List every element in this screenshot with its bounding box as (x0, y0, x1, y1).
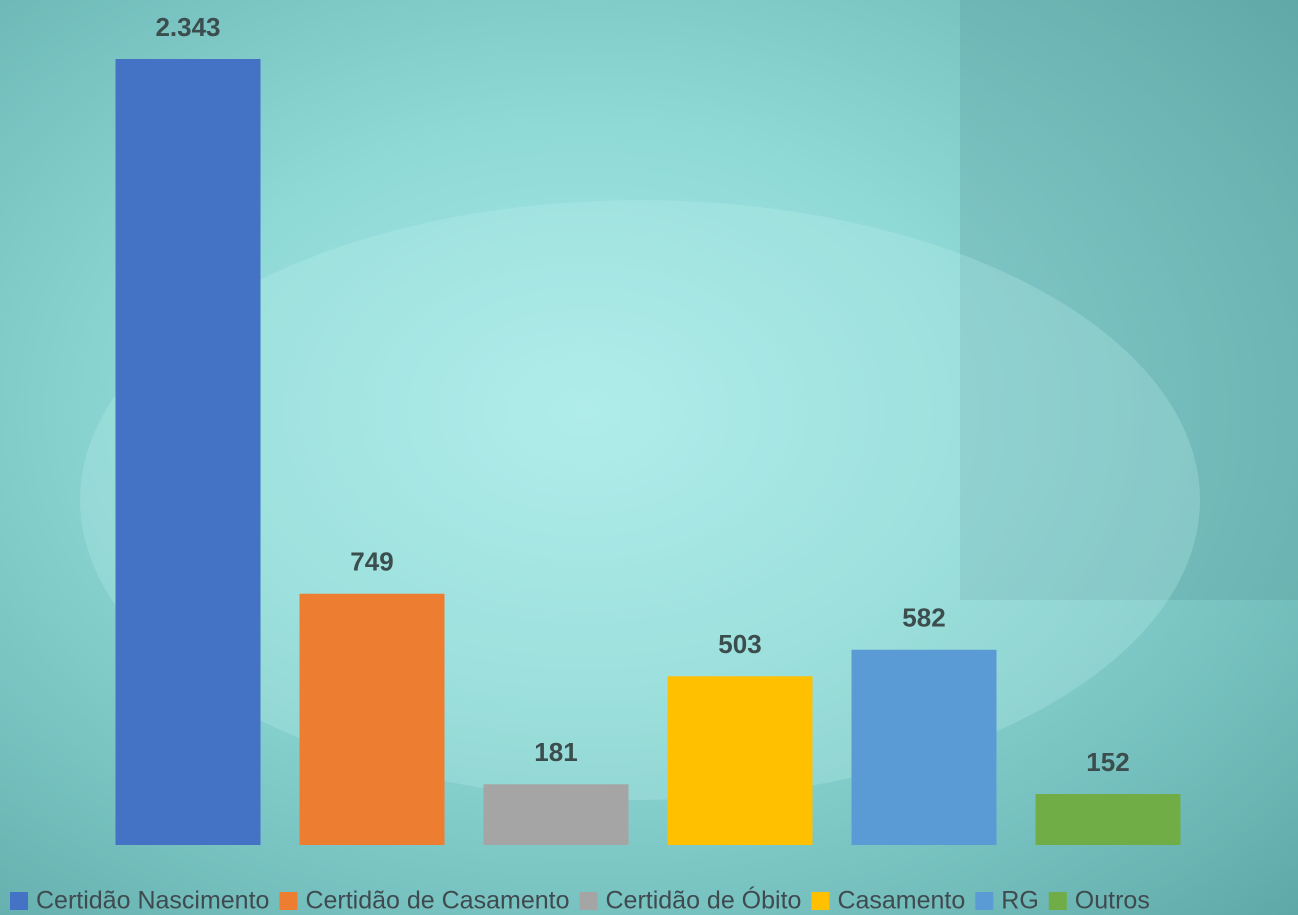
legend-label: RG (1001, 887, 1039, 915)
legend-label: Certidão Nascimento (36, 887, 269, 915)
data-label: 152 (1086, 747, 1129, 777)
bar (851, 649, 997, 845)
background-shade (960, 0, 1298, 600)
data-label: 2.343 (155, 12, 220, 42)
legend-swatch (579, 892, 598, 910)
bar (667, 676, 813, 845)
data-label: 503 (718, 629, 761, 659)
legend-swatch (10, 892, 28, 910)
data-label: 582 (902, 603, 945, 633)
bar (483, 784, 629, 845)
legend-swatch (1048, 892, 1067, 910)
bar (115, 59, 261, 845)
bar (299, 593, 445, 845)
data-label: 181 (534, 737, 577, 767)
legend-swatch (811, 892, 830, 910)
data-label: 749 (350, 547, 393, 577)
legend-label: Certidão de Casamento (305, 887, 569, 915)
legend-label: Certidão de Óbito (605, 886, 801, 915)
bar (1035, 794, 1181, 845)
legend-label: Casamento (837, 887, 965, 915)
legend-label: Outros (1075, 887, 1150, 915)
legend-swatch (975, 892, 994, 910)
legend-swatch (279, 892, 298, 910)
